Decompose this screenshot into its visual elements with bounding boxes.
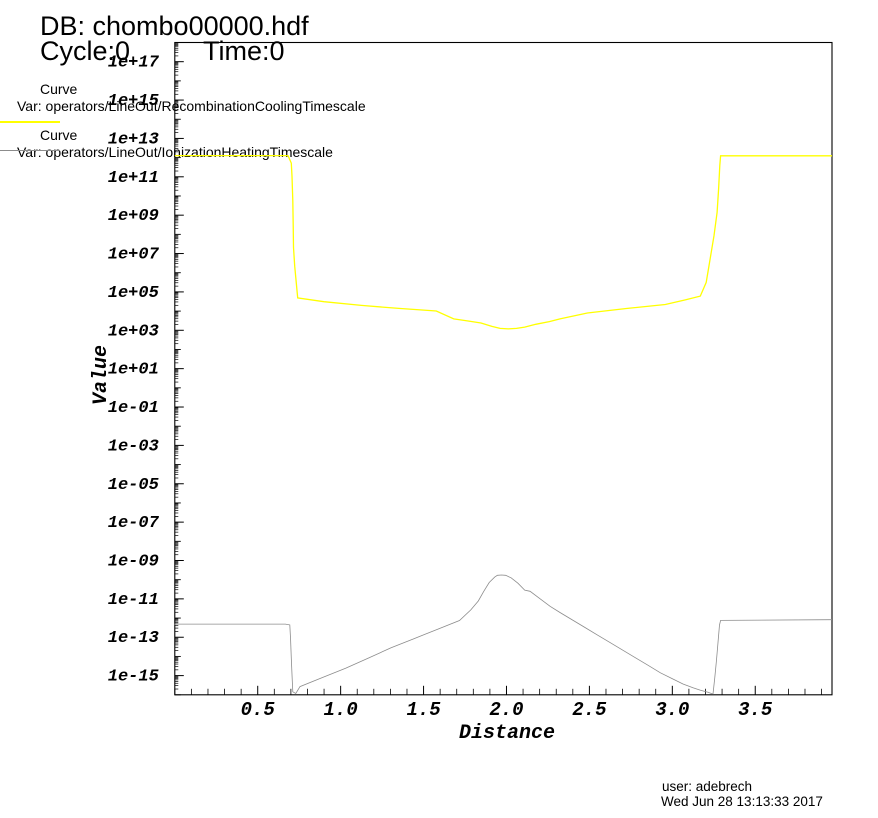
svg-text:3.0: 3.0 (655, 699, 689, 721)
svg-text:1.5: 1.5 (406, 699, 441, 721)
svg-text:1e-09: 1e-09 (108, 553, 159, 572)
svg-text:1e-05: 1e-05 (108, 476, 159, 495)
svg-text:1e+01: 1e+01 (108, 361, 159, 380)
svg-text:1e+05: 1e+05 (108, 284, 159, 303)
svg-text:1e-01: 1e-01 (108, 399, 159, 418)
svg-text:1e+03: 1e+03 (108, 322, 159, 341)
svg-text:2.0: 2.0 (489, 699, 523, 721)
svg-text:3.5: 3.5 (738, 699, 773, 721)
svg-text:1e-07: 1e-07 (108, 514, 160, 533)
svg-text:1e+17: 1e+17 (108, 54, 160, 73)
svg-text:1e+09: 1e+09 (108, 207, 159, 226)
svg-text:2.5: 2.5 (572, 699, 607, 721)
svg-text:1e+13: 1e+13 (108, 130, 159, 149)
svg-text:1e-03: 1e-03 (108, 437, 159, 456)
svg-text:1e-15: 1e-15 (108, 668, 159, 687)
svg-text:1e-11: 1e-11 (108, 591, 159, 610)
svg-text:0.5: 0.5 (241, 699, 276, 721)
svg-text:1e+15: 1e+15 (108, 92, 159, 111)
svg-text:1e+11: 1e+11 (108, 169, 159, 188)
svg-text:1e-13: 1e-13 (108, 629, 159, 648)
svg-text:1.0: 1.0 (324, 699, 358, 721)
svg-text:1e+07: 1e+07 (108, 246, 160, 265)
